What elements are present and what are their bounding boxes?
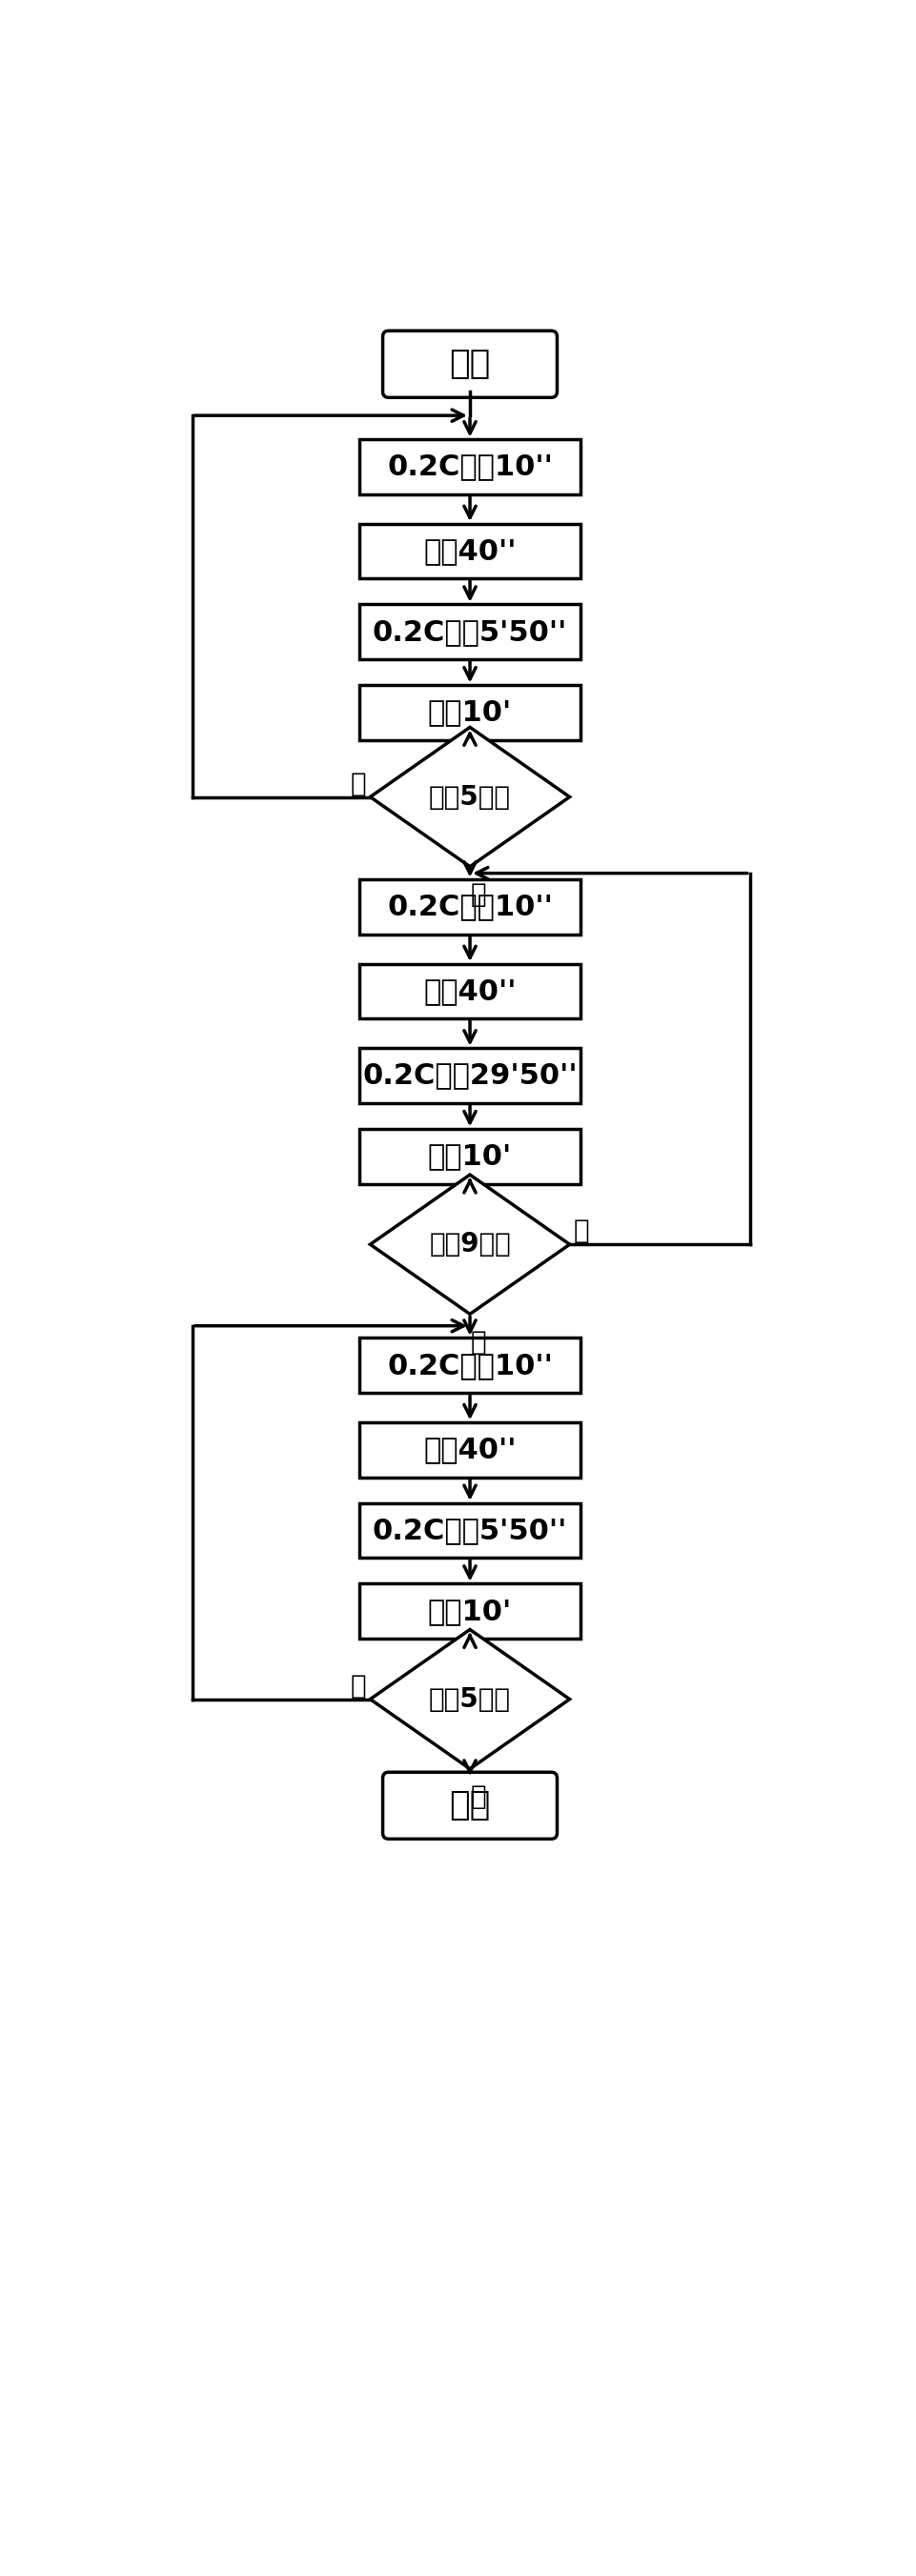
Text: 搞甦40'': 搞甦40'' — [423, 538, 516, 564]
Bar — [359, 1048, 580, 1103]
Text: 循环9次？: 循环9次？ — [429, 1231, 510, 1257]
Bar — [359, 605, 580, 659]
Text: 是: 是 — [471, 881, 486, 907]
Bar — [359, 1337, 580, 1394]
Polygon shape — [370, 1631, 569, 1770]
FancyBboxPatch shape — [382, 1772, 557, 1839]
Bar — [359, 1584, 580, 1638]
Text: 开始: 开始 — [449, 348, 490, 381]
FancyBboxPatch shape — [382, 330, 557, 397]
Text: 否: 否 — [350, 770, 366, 796]
Text: 结束: 结束 — [449, 1790, 490, 1821]
Text: 0.2C充甓29'50'': 0.2C充甓29'50'' — [362, 1061, 577, 1090]
Bar — [359, 963, 580, 1020]
Text: 否: 否 — [572, 1218, 589, 1244]
Text: 0.2C充甓10'': 0.2C充甓10'' — [387, 1352, 552, 1378]
Text: 0.2C充甓5'50'': 0.2C充甓5'50'' — [372, 1517, 567, 1543]
Text: 搞甦10': 搞甦10' — [428, 1144, 511, 1170]
Polygon shape — [370, 726, 569, 866]
Text: 0.2C充甓5'50'': 0.2C充甓5'50'' — [372, 618, 567, 647]
Text: 搞甦40'': 搞甦40'' — [423, 976, 516, 1005]
Text: 是: 是 — [471, 1783, 486, 1811]
Text: 循环5次？: 循环5次？ — [429, 1685, 510, 1713]
Text: 否: 否 — [350, 1672, 366, 1700]
Bar — [359, 685, 580, 739]
Text: 搞甦40'': 搞甦40'' — [423, 1435, 516, 1463]
Polygon shape — [370, 1175, 569, 1314]
Bar — [359, 878, 580, 935]
Text: 是: 是 — [471, 1329, 486, 1355]
Bar — [359, 1128, 580, 1185]
Text: 搞甦10': 搞甦10' — [428, 698, 511, 726]
Bar — [359, 523, 580, 580]
Text: 0.2C充甓10'': 0.2C充甓10'' — [387, 453, 552, 482]
Bar — [359, 440, 580, 495]
Text: 搞甦10': 搞甦10' — [428, 1597, 511, 1625]
Bar — [359, 1502, 580, 1558]
Bar — [359, 1422, 580, 1476]
Text: 0.2C充甓10'': 0.2C充甓10'' — [387, 894, 552, 920]
Text: 循环5次？: 循环5次？ — [429, 783, 510, 811]
